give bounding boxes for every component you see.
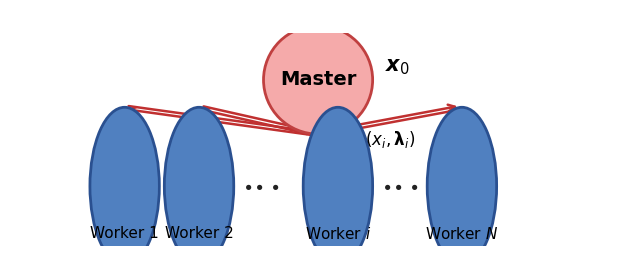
Ellipse shape <box>303 107 372 265</box>
Text: $(x_i, \boldsymbol{\lambda}_i)$: $(x_i, \boldsymbol{\lambda}_i)$ <box>365 129 415 150</box>
Text: $\boldsymbol{x}_0$: $\boldsymbol{x}_0$ <box>385 57 410 77</box>
Text: $\bullet\!\bullet\!\bullet$: $\bullet\!\bullet\!\bullet$ <box>243 177 280 195</box>
Text: Worker $N$: Worker $N$ <box>426 226 499 242</box>
Ellipse shape <box>164 107 234 265</box>
Text: Worker 2: Worker 2 <box>164 226 234 242</box>
Text: Worker 1: Worker 1 <box>90 226 159 242</box>
Text: Master: Master <box>280 70 356 89</box>
Text: Worker $i$: Worker $i$ <box>305 226 371 242</box>
Ellipse shape <box>90 107 159 265</box>
Ellipse shape <box>264 26 372 134</box>
Text: $\bullet\!\bullet\!\bullet$: $\bullet\!\bullet\!\bullet$ <box>381 177 419 195</box>
Ellipse shape <box>428 107 497 265</box>
